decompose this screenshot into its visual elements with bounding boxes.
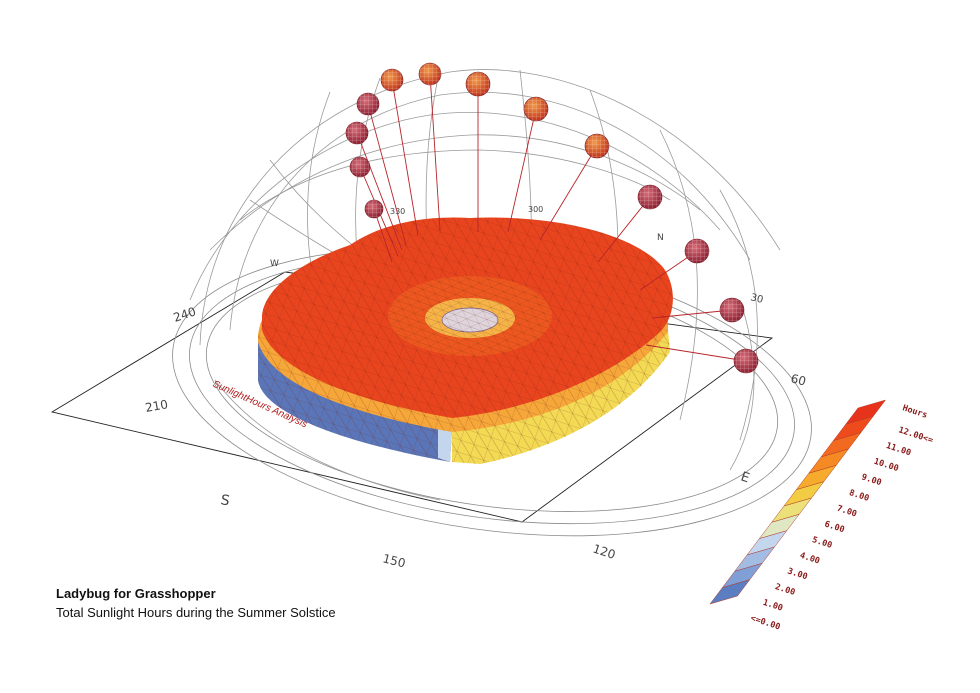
sun-ray xyxy=(391,79,419,237)
legend-swatch xyxy=(709,579,751,605)
sun-ray xyxy=(429,73,441,231)
degree-label-210: 210 xyxy=(144,397,169,415)
sun-ray xyxy=(645,344,747,362)
degree-label-60: 60 xyxy=(789,371,807,388)
sun-sphere xyxy=(637,184,663,210)
legend-label: 9.00 xyxy=(860,472,883,488)
legend-label: 3.00 xyxy=(786,566,809,582)
legend-label: 11.00 xyxy=(885,441,912,458)
sun-sphere xyxy=(684,238,710,264)
sun-sphere xyxy=(418,62,442,86)
sun-sphere xyxy=(523,96,549,122)
legend-label: 10.00 xyxy=(872,457,899,474)
caption-title: Ladybug for Grasshopper xyxy=(56,586,216,601)
ground-plane xyxy=(50,271,774,523)
sun-ray xyxy=(651,309,733,319)
sun-ray xyxy=(373,208,393,263)
legend-label: <=0.00 xyxy=(749,614,781,633)
direction-label-s: S xyxy=(219,492,231,509)
caption-subtitle: Total Sunlight Hours during the Summer S… xyxy=(56,605,336,620)
degree-label-120: 120 xyxy=(591,542,617,562)
legend-label: 12.00<= xyxy=(897,425,934,446)
sun-ray xyxy=(539,145,598,241)
sun-ray xyxy=(356,132,403,251)
legend-label: 6.00 xyxy=(823,519,846,535)
degree-label-150: 150 xyxy=(381,551,407,570)
hours-legend: Hours 12.00<=11.0010.009.008.007.006.005… xyxy=(709,399,934,633)
sun-ray xyxy=(597,196,651,263)
degree-label-240: 240 xyxy=(172,304,198,324)
direction-label-e: E xyxy=(739,470,751,487)
sun-ray xyxy=(367,103,407,246)
sun-sphere xyxy=(345,121,369,145)
legend-label: 4.00 xyxy=(798,551,821,567)
sun-sphere xyxy=(380,68,404,92)
degree-label-300: 300 xyxy=(528,205,543,214)
direction-label-w: W xyxy=(270,259,279,269)
legend-label: 7.00 xyxy=(835,504,858,520)
sun-sphere xyxy=(465,71,491,97)
sun-sphere xyxy=(356,92,380,116)
degree-label-330: 330 xyxy=(390,207,405,216)
legend-title: Hours xyxy=(901,403,928,420)
degree-label-30: 30 xyxy=(749,292,764,306)
direction-label-n: N xyxy=(657,233,664,243)
sun-sphere xyxy=(733,348,759,374)
analysis-mesh-building xyxy=(258,217,673,464)
sun-sphere xyxy=(584,133,610,159)
legend-label: 2.00 xyxy=(774,582,797,598)
corner-pale xyxy=(438,428,452,462)
legend-label: 5.00 xyxy=(811,535,834,551)
sun-sphere xyxy=(349,156,371,178)
sun-ray xyxy=(507,108,537,233)
sun-positions xyxy=(345,62,759,374)
sun-sphere xyxy=(364,199,384,219)
legend-label: 1.00 xyxy=(761,598,784,614)
legend-label: 8.00 xyxy=(848,488,871,504)
compass-labels: 240 210 150 120 60 30 330 300 S E N W xyxy=(144,205,807,570)
sun-sphere xyxy=(719,297,745,323)
